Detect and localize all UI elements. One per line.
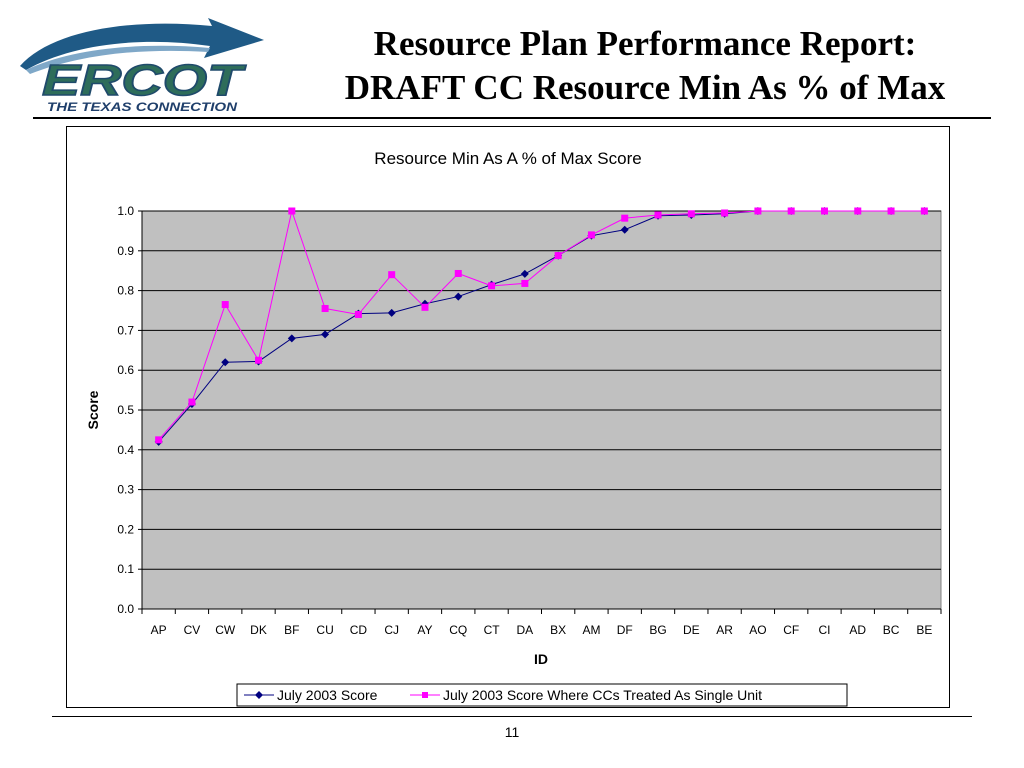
title-divider: [33, 117, 991, 119]
data-point: [387, 308, 396, 317]
x-tick-label: AM: [582, 623, 600, 637]
series-2: [155, 207, 928, 444]
data-point: [687, 210, 695, 218]
legend-label-series-2: July 2003 Score Where CCs Treated As Sin…: [443, 687, 762, 703]
y-tick-label: 0.9: [117, 244, 134, 258]
data-point: [221, 301, 229, 309]
x-tick-label: DK: [250, 623, 267, 637]
page-number: 11: [504, 724, 520, 740]
line-chart: Resource Min As A % of Max Score 0.00.10…: [85, 149, 942, 707]
x-tick-label: AR: [716, 623, 733, 637]
data-point: [188, 398, 196, 406]
x-tick-label: AP: [151, 623, 167, 637]
data-point: [321, 330, 330, 339]
data-point: [155, 436, 163, 444]
x-tick-label: CJ: [384, 623, 399, 637]
y-tick-label: 1.0: [117, 204, 134, 218]
data-point: [721, 209, 729, 217]
data-point: [820, 207, 828, 215]
x-tick-label: BE: [916, 623, 932, 637]
data-point: [421, 303, 429, 311]
data-point: [388, 271, 396, 279]
x-tick-label: CW: [215, 623, 236, 637]
data-point: [420, 299, 429, 308]
x-tick-label: BF: [284, 623, 299, 637]
x-tick-label: DA: [517, 623, 534, 637]
data-point: [288, 207, 296, 215]
data-point: [654, 211, 662, 219]
data-point: [587, 231, 595, 239]
y-tick-label: 0.7: [117, 323, 134, 337]
y-tick-label: 0.5: [117, 403, 134, 417]
x-tick-label: DE: [683, 623, 700, 637]
data-point: [354, 310, 362, 318]
y-tick-label: 0.3: [117, 483, 134, 497]
x-tick-label: CQ: [449, 623, 467, 637]
data-point: [621, 214, 629, 222]
series-line: [158, 209, 925, 441]
data-point: [321, 305, 329, 313]
data-point: [620, 225, 629, 234]
legend-box: [236, 683, 848, 707]
data-point: [887, 207, 895, 215]
logo-tagline: THE TEXAS CONNECTION: [47, 100, 237, 114]
x-tick-label: BX: [550, 623, 566, 637]
x-axis: AP CV CW DK BF CU CD CJ AY CQ CT DA BX AM DF BG DE AR AO CF…: [141, 608, 942, 637]
slide-title-line2: DRAFT CC Resource Min As % of Max: [344, 68, 946, 107]
y-tick-label: 0.4: [117, 443, 134, 457]
x-tick-label: AY: [417, 623, 432, 637]
legend: July 2003 Score July 2003 Score Where CC…: [236, 683, 848, 707]
logo-swoosh: [20, 18, 264, 70]
x-tick-label: DF: [617, 623, 633, 637]
y-tick-label: 0.1: [117, 562, 134, 576]
data-point: [520, 269, 529, 278]
x-tick-label: CT: [484, 623, 501, 637]
x-tick-label: AO: [749, 623, 766, 637]
legend-marker-series-2: [422, 692, 428, 698]
x-axis-label: ID: [534, 651, 548, 667]
y-axis: 0.0 0.1 0.2 0.3 0.4 0.5 0.6 0.7 0.8 0.9 1.0: [117, 204, 143, 616]
y-axis-label: Score: [85, 390, 101, 429]
chart-title: Resource Min As A % of Max Score: [374, 149, 641, 168]
data-point: [754, 207, 762, 215]
x-tick-label: AD: [849, 623, 866, 637]
data-point: [920, 207, 928, 215]
data-point: [287, 334, 296, 343]
y-tick-label: 0.8: [117, 284, 134, 298]
ercot-logo: ERCOT THE TEXAS CONNECTION: [20, 18, 264, 114]
slide-title-line1: Resource Plan Performance Report:: [373, 24, 917, 63]
x-tick-label: BC: [883, 623, 900, 637]
data-point: [454, 292, 463, 301]
data-point: [255, 356, 263, 364]
x-tick-label: CI: [818, 623, 830, 637]
x-tick-label: CD: [350, 623, 368, 637]
logo-wordmark: ERCOT: [42, 56, 246, 105]
data-point: [454, 269, 462, 277]
series-lines: [154, 207, 929, 446]
footer-divider: [52, 716, 972, 717]
legend-label-series-1: July 2003 Score: [277, 687, 378, 703]
data-point: [787, 207, 795, 215]
data-point: [221, 358, 230, 367]
y-tick-label: 0.0: [117, 602, 134, 616]
x-tick-label: CF: [783, 623, 799, 637]
data-point: [521, 279, 529, 287]
chart-frame: Resource Min As A % of Max Score 0.0 0.1 0…: [66, 126, 950, 708]
data-point: [488, 282, 496, 290]
x-tick-label: CU: [316, 623, 333, 637]
slide-title: Resource Plan Performance Report: DRAFT …: [285, 22, 1005, 110]
y-tick-label: 0.6: [117, 363, 134, 377]
y-tick-label: 0.2: [117, 522, 134, 536]
legend-marker-series-1: [255, 691, 263, 699]
x-tick-label: BG: [649, 623, 666, 637]
data-point: [554, 252, 562, 260]
x-tick-label: CV: [184, 623, 201, 637]
data-point: [854, 207, 862, 215]
